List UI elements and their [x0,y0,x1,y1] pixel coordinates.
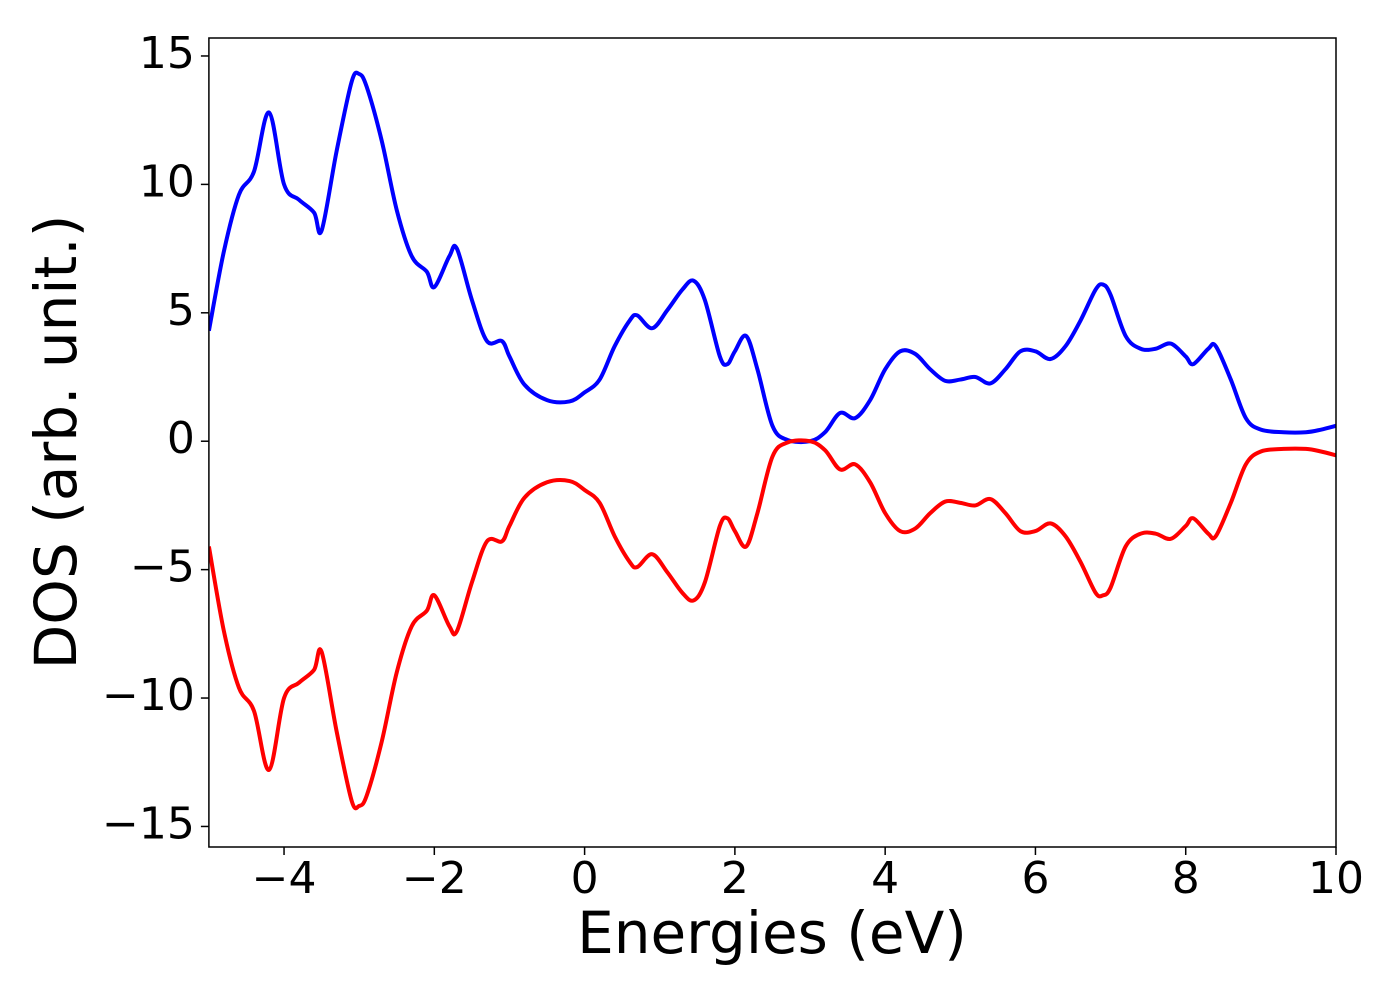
y-axis-label: DOS (arb. unit.) [22,215,90,670]
x-tick-label: 2 [721,853,749,904]
y-tick-label: 10 [139,156,195,207]
line [208,70,1336,445]
y-tick-label: 0 [167,413,195,464]
x-axis-label: Energies (eV) [577,899,967,967]
y-tick-label: −10 [102,670,195,721]
y-tick-label: −15 [102,798,195,849]
x-tick-label: 6 [1021,853,1049,904]
x-tick-label: 8 [1172,853,1200,904]
y-tick-label: 5 [167,285,195,336]
x-tick-label: 0 [571,853,599,904]
x-tick-label: −4 [252,853,317,904]
line [208,438,1336,811]
y-tick-label: 15 [139,28,195,79]
plot-frame [208,37,1337,848]
x-tick-label: −2 [402,853,467,904]
y-tick-label: −5 [130,542,195,593]
x-tick-label: 4 [871,853,899,904]
x-tick-label: 10 [1308,853,1364,904]
